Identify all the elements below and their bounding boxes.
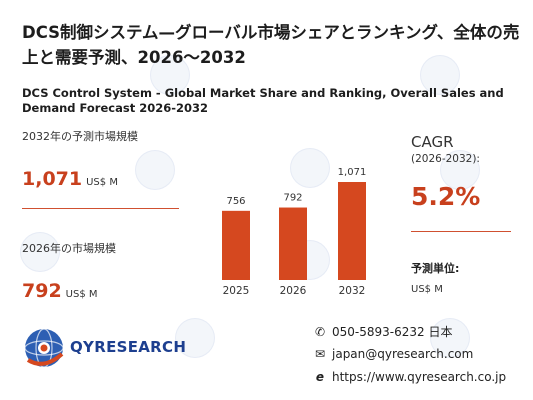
- cagr-range: (2026-2032):: [411, 153, 480, 165]
- data-label-2025: 756: [226, 196, 245, 207]
- current-value: 792 US$ M: [22, 280, 98, 302]
- tick-label-2025: 2025: [223, 285, 250, 297]
- bar-2026: [279, 207, 307, 280]
- data-label-2032: 1,071: [338, 167, 367, 178]
- unit-label: 予測単位:: [411, 262, 460, 275]
- page-title-jp: DCS制御システム—グローバル市場シェアとランキング、全体の売上と需要予測、20…: [22, 23, 520, 67]
- web-text: https://www.qyresearch.co.jp: [332, 370, 507, 384]
- unit-value: US$ M: [411, 284, 443, 295]
- qyresearch-logo: QYRESEARCH: [22, 320, 186, 376]
- forecast-number: 1,071: [22, 168, 83, 190]
- bar-2025: [222, 210, 250, 280]
- forecast-value: 1,071 US$ M: [22, 168, 118, 190]
- watermark-logo: [175, 318, 215, 358]
- current-number: 792: [22, 280, 62, 302]
- web-icon: e: [315, 370, 325, 384]
- watermark-logo: [420, 55, 460, 95]
- mail-icon: ✉: [314, 347, 326, 361]
- current-unit: US$ M: [65, 289, 98, 300]
- forecast-unit: US$ M: [86, 177, 118, 188]
- cagr-value: 5.2%: [411, 182, 481, 211]
- watermark-logo: [290, 148, 330, 188]
- contact-email: ✉ japan@qyresearch.com: [312, 347, 473, 361]
- contact-phone: ✆ 050-5893-6232 日本: [312, 323, 453, 340]
- current-label: 2026年の市場規模: [22, 242, 116, 255]
- page-title-en: DCS Control System - Global Market Share…: [22, 86, 504, 115]
- bar-2032: [338, 182, 366, 280]
- watermark-logo: [440, 150, 480, 190]
- tick-label-2026: 2026: [280, 285, 307, 297]
- cagr-label: CAGR: [411, 133, 454, 151]
- watermark-logo: [430, 318, 470, 358]
- phone-text: 050-5893-6232 日本: [332, 325, 453, 339]
- email-text: japan@qyresearch.com: [332, 347, 474, 361]
- watermark-logo: [135, 150, 175, 190]
- watermark-logo: [20, 232, 60, 272]
- tick-label-2032: 2032: [339, 285, 366, 297]
- divider-line: [411, 231, 511, 232]
- logo-text: QYRESEARCH: [70, 338, 187, 356]
- forecast-label: 2032年の予測市場規模: [22, 130, 138, 143]
- divider-line: [22, 208, 179, 209]
- data-label-2026: 792: [283, 193, 302, 204]
- phone-icon: ✆: [314, 324, 326, 339]
- contact-web: e https://www.qyresearch.co.jp: [312, 370, 506, 384]
- globe-icon: [24, 328, 64, 368]
- watermark-logo: [150, 55, 190, 95]
